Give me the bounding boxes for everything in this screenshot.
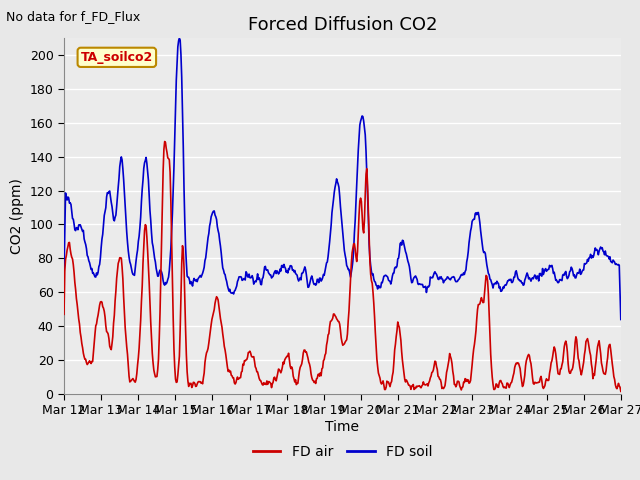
Text: No data for f_FD_Flux: No data for f_FD_Flux (6, 10, 141, 23)
Text: TA_soilco2: TA_soilco2 (81, 51, 153, 64)
Legend: FD air, FD soil: FD air, FD soil (247, 440, 438, 465)
Title: Forced Diffusion CO2: Forced Diffusion CO2 (248, 16, 437, 34)
Y-axis label: CO2 (ppm): CO2 (ppm) (10, 178, 24, 254)
X-axis label: Time: Time (325, 420, 360, 434)
